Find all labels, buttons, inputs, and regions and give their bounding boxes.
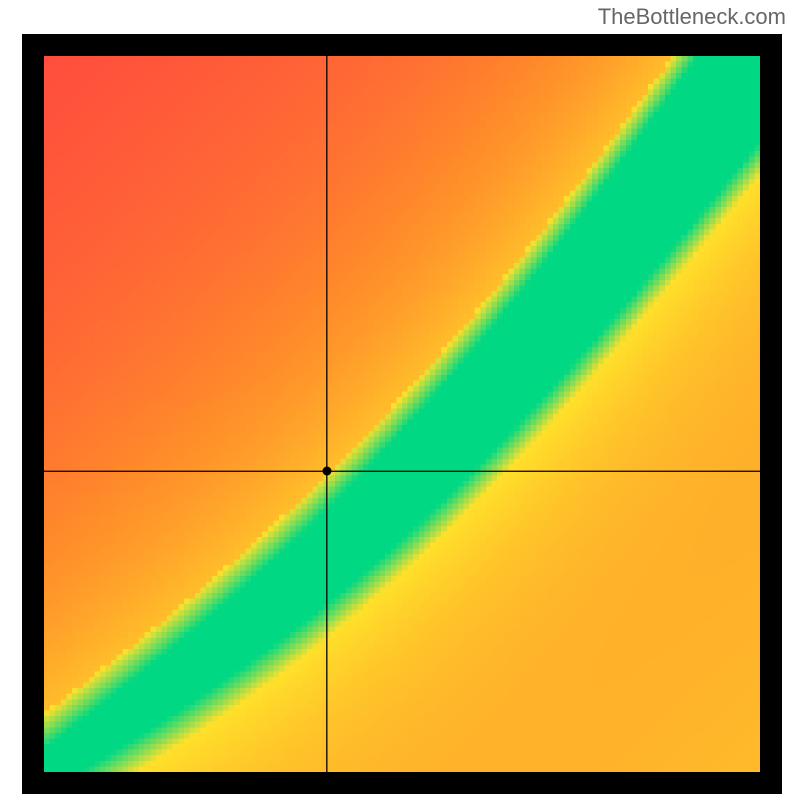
chart-frame [22,34,782,794]
chart-container: TheBottleneck.com [0,0,800,800]
marker-dot [322,467,331,476]
heatmap-canvas [44,56,760,772]
watermark-label: TheBottleneck.com [598,4,786,30]
chart-inner [44,56,760,772]
